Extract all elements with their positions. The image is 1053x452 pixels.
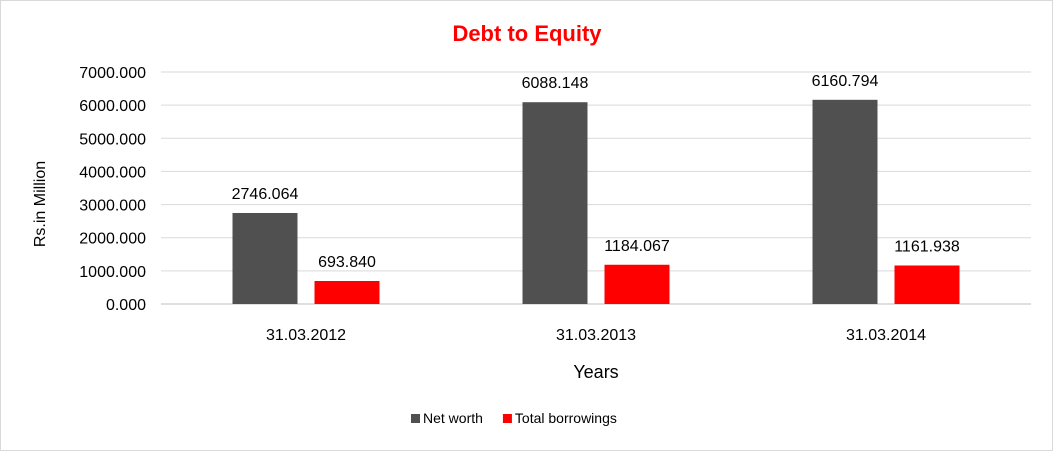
legend-label-net-worth: Net worth [423, 410, 483, 426]
data-label: 1161.938 [894, 238, 960, 255]
bar-net-worth [812, 99, 878, 304]
y-axis-ticks: 0.000 1000.000 2000.000 3000.000 4000.000 500… [79, 65, 146, 314]
legend: Net worth Total borrowings [411, 410, 617, 426]
x-axis-ticks: 31.03.2012 31.03.2013 31.03.2014 [266, 327, 926, 344]
y-tick-label: 2000.000 [79, 231, 146, 248]
data-label: 2746.064 [232, 186, 299, 203]
bar-net-worth [232, 212, 298, 304]
bar-total-borrowings [894, 265, 960, 304]
y-tick-label: 1000.000 [79, 264, 146, 281]
data-label: 6088.148 [522, 75, 589, 92]
legend-label-total-borrowings: Total borrowings [515, 410, 617, 426]
data-label: 6160.794 [812, 73, 879, 90]
bar-net-worth [522, 102, 588, 305]
y-tick-label: 4000.000 [79, 164, 146, 181]
y-axis-title: Rs.in Million [32, 161, 49, 247]
data-label: 1184.067 [604, 238, 670, 255]
data-labels: 2746.064 693.840 6088.148 1184.067 6160.794 1… [232, 73, 960, 271]
y-tick-label: 3000.000 [79, 198, 146, 215]
x-tick-label: 31.03.2014 [846, 327, 926, 344]
y-tick-label: 5000.000 [79, 131, 146, 148]
y-tick-label: 6000.000 [79, 98, 146, 115]
y-tick-label: 0.000 [106, 297, 146, 314]
chart-title: Debt to Equity [452, 21, 602, 46]
bar-total-borrowings [314, 281, 380, 304]
x-tick-label: 31.03.2012 [266, 327, 346, 344]
data-label: 693.840 [318, 254, 376, 271]
bar-total-borrowings [604, 264, 670, 304]
y-tick-label: 7000.000 [79, 65, 146, 82]
x-axis-title: Years [573, 362, 618, 382]
legend-swatch-net-worth [411, 414, 420, 423]
legend-swatch-total-borrowings [502, 414, 512, 423]
gridlines [161, 71, 1031, 305]
x-tick-label: 31.03.2013 [556, 327, 636, 344]
bars [232, 99, 960, 305]
